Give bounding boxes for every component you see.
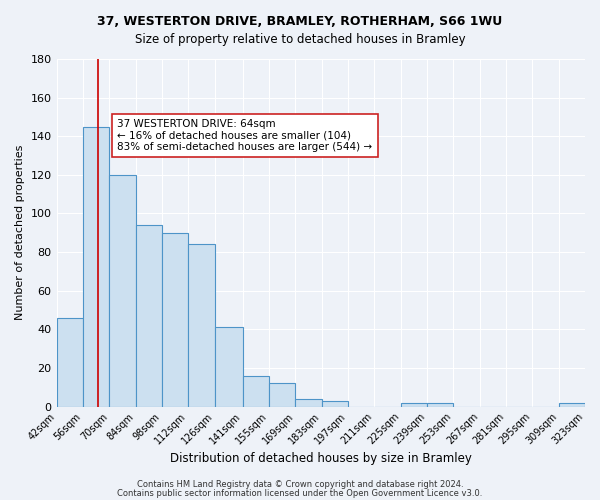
Bar <box>243 376 269 406</box>
Bar <box>322 401 348 406</box>
Bar <box>427 402 454 406</box>
Text: Size of property relative to detached houses in Bramley: Size of property relative to detached ho… <box>134 32 466 46</box>
Bar <box>109 175 136 406</box>
Text: Contains HM Land Registry data © Crown copyright and database right 2024.: Contains HM Land Registry data © Crown c… <box>137 480 463 489</box>
Bar <box>136 225 162 406</box>
Text: 37, WESTERTON DRIVE, BRAMLEY, ROTHERHAM, S66 1WU: 37, WESTERTON DRIVE, BRAMLEY, ROTHERHAM,… <box>97 15 503 28</box>
Bar <box>269 384 295 406</box>
Text: 37 WESTERTON DRIVE: 64sqm
← 16% of detached houses are smaller (104)
83% of semi: 37 WESTERTON DRIVE: 64sqm ← 16% of detac… <box>118 119 373 152</box>
Text: Contains public sector information licensed under the Open Government Licence v3: Contains public sector information licen… <box>118 489 482 498</box>
X-axis label: Distribution of detached houses by size in Bramley: Distribution of detached houses by size … <box>170 452 472 465</box>
Bar <box>188 244 215 406</box>
Bar <box>295 399 322 406</box>
Bar <box>215 328 243 406</box>
Bar <box>83 126 109 406</box>
Bar <box>559 402 585 406</box>
Y-axis label: Number of detached properties: Number of detached properties <box>15 145 25 320</box>
Bar <box>56 318 83 406</box>
Bar <box>162 233 188 406</box>
Bar <box>401 402 427 406</box>
